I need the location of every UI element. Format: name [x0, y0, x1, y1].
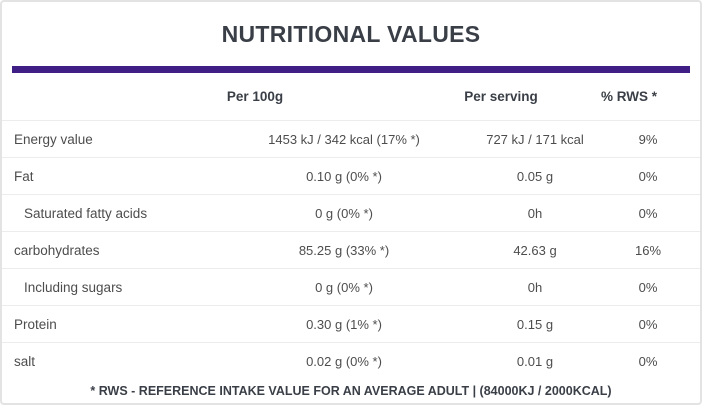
nutrient-label: Saturated fatty acids [24, 205, 148, 221]
page-title: NUTRITIONAL VALUES [221, 20, 481, 47]
table-row: Including sugars 0 g (0% *) 0h 0% [2, 268, 700, 305]
rws-value: 0% [638, 279, 658, 295]
nutrient-label: Protein [14, 316, 57, 332]
rws-value: 0% [638, 168, 658, 184]
per-serving-value: 0h [527, 279, 543, 295]
nutrient-label: Including sugars [24, 279, 123, 295]
per-100g-value: 1453 kJ / 342 kcal (17% *) [268, 131, 420, 147]
rws-value: 0% [638, 205, 658, 221]
rws-value: 9% [638, 131, 658, 147]
table-body: Energy value 1453 kJ / 342 kcal (17% *) … [2, 120, 700, 379]
table-row: carbohydrates 85.25 g (33% *) 42.63 g 16… [2, 231, 700, 268]
nutrient-label: Fat [14, 168, 34, 184]
per-serving-value: 0.01 g [516, 353, 554, 369]
per-serving-value: 0h [527, 205, 543, 221]
nutrient-label: Energy value [14, 131, 93, 147]
per-100g-value: 0.10 g (0% *) [306, 168, 382, 184]
table-row: Energy value 1453 kJ / 342 kcal (17% *) … [2, 120, 700, 157]
header-rws: % RWS * [600, 89, 657, 104]
per-100g-value: 0 g (0% *) [315, 205, 373, 221]
per-100g-value: 0.30 g (1% *) [306, 316, 382, 332]
table-row: Saturated fatty acids 0 g (0% *) 0h 0% [2, 194, 700, 231]
table-row: salt 0.02 g (0% *) 0.01 g 0% [2, 342, 700, 379]
per-serving-value: 42.63 g [513, 242, 557, 258]
title-block: NUTRITIONAL VALUES [2, 2, 700, 66]
per-serving-value: 0.15 g [516, 316, 554, 332]
rws-value: 0% [638, 353, 658, 369]
per-100g-value: 85.25 g (33% *) [298, 242, 390, 258]
per-100g-value: 0 g (0% *) [315, 279, 373, 295]
footnote-block: * RWS - REFERENCE INTAKE VALUE FOR AN AV… [2, 379, 700, 403]
nutrient-label: salt [14, 353, 36, 369]
rws-footnote: * RWS - REFERENCE INTAKE VALUE FOR AN AV… [90, 384, 612, 398]
per-100g-value: 0.02 g (0% *) [306, 353, 382, 369]
table-row: Protein 0.30 g (1% *) 0.15 g 0% [2, 305, 700, 342]
table-row: Fat 0.10 g (0% *) 0.05 g 0% [2, 157, 700, 194]
per-serving-value: 0.05 g [516, 168, 554, 184]
rws-value: 0% [638, 316, 658, 332]
header-per-100g: Per 100g [226, 89, 284, 104]
table-header-row: Per 100g Per serving % RWS * [2, 73, 700, 120]
nutrient-label: carbohydrates [14, 242, 100, 258]
header-per-serving: Per serving [464, 89, 538, 104]
accent-divider [12, 66, 690, 73]
rws-value: 16% [634, 242, 662, 258]
per-serving-value: 727 kJ / 171 kcal [486, 131, 584, 147]
